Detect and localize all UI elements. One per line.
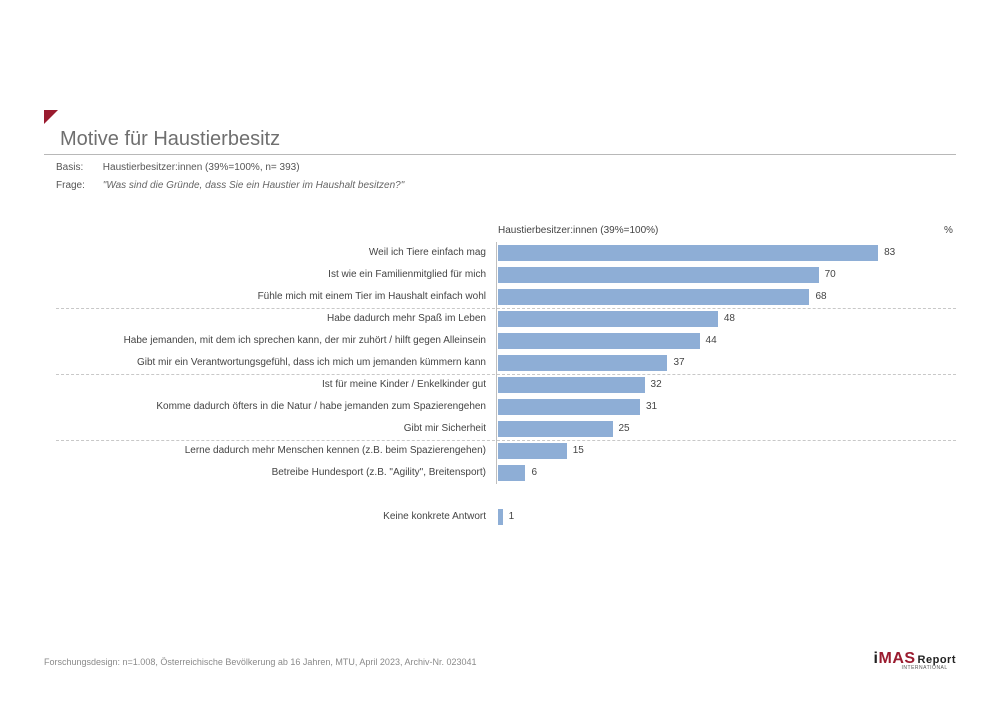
bar-zone xyxy=(498,333,956,349)
bar-zone xyxy=(498,289,956,305)
bar xyxy=(498,377,645,393)
title-rule xyxy=(44,154,956,155)
brand-logo: iMASReport INTERNATIONAL xyxy=(874,651,956,671)
bar-value: 31 xyxy=(646,396,657,418)
gap xyxy=(56,484,956,506)
bar-label: Betreibe Hundesport (z.B. "Agility", Bre… xyxy=(56,462,492,484)
bar xyxy=(498,245,878,261)
bar-label: Keine konkrete Antwort xyxy=(56,506,492,528)
bar-zone xyxy=(498,421,956,437)
bar-value: 15 xyxy=(573,440,584,462)
bar-label: Weil ich Tiere einfach mag xyxy=(56,242,492,264)
bar xyxy=(498,399,640,415)
basis-label: Basis: xyxy=(56,162,100,173)
bar-row: Weil ich Tiere einfach mag 83 xyxy=(56,242,956,264)
bar-value: 25 xyxy=(619,418,630,440)
footnote: Forschungsdesign: n=1.008, Österreichisc… xyxy=(44,657,477,667)
bar-row: Lerne dadurch mehr Menschen kennen (z.B.… xyxy=(56,440,956,462)
bar-value: 37 xyxy=(673,352,684,374)
basis-text: Haustierbesitzer:innen (39%=100%, n= 393… xyxy=(103,162,300,173)
bar xyxy=(498,509,503,525)
bar-value: 6 xyxy=(531,462,537,484)
bar-label: Habe dadurch mehr Spaß im Leben xyxy=(56,308,492,330)
bar-label: Komme dadurch öfters in die Natur / habe… xyxy=(56,396,492,418)
frage-label: Frage: xyxy=(56,180,100,191)
bar-row: Betreibe Hundesport (z.B. "Agility", Bre… xyxy=(56,462,956,484)
bar-row: Ist für meine Kinder / Enkelkinder gut 32 xyxy=(56,374,956,396)
bar-value: 83 xyxy=(884,242,895,264)
bar xyxy=(498,443,567,459)
bar-row: Habe dadurch mehr Spaß im Leben 48 xyxy=(56,308,956,330)
bar-zone xyxy=(498,443,956,459)
bar xyxy=(498,267,819,283)
bar xyxy=(498,289,809,305)
bar-label: Lerne dadurch mehr Menschen kennen (z.B.… xyxy=(56,440,492,462)
chart-percent-header: % xyxy=(944,225,953,236)
bar-zone xyxy=(498,355,956,371)
bar-zone xyxy=(498,509,956,525)
bar-zone xyxy=(498,465,956,481)
bar xyxy=(498,311,718,327)
bar-value: 68 xyxy=(815,286,826,308)
bar-value: 44 xyxy=(706,330,717,352)
chart-column-header: Haustierbesitzer:innen (39%=100%) xyxy=(498,225,658,236)
bar-label: Gibt mir Sicherheit xyxy=(56,418,492,440)
bar xyxy=(498,333,700,349)
bar-zone xyxy=(498,399,956,415)
bar-label: Ist für meine Kinder / Enkelkinder gut xyxy=(56,374,492,396)
bar-row: Ist wie ein Familienmitglied für mich 70 xyxy=(56,264,956,286)
bar-value: 70 xyxy=(825,264,836,286)
bar-value: 32 xyxy=(651,374,662,396)
corner-triangle-icon xyxy=(44,110,58,124)
frage-line: Frage: "Was sind die Gründe, dass Sie ei… xyxy=(56,180,404,191)
bar-row: Keine konkrete Antwort 1 xyxy=(56,506,956,528)
bar-value: 1 xyxy=(509,506,515,528)
frage-text: "Was sind die Gründe, dass Sie ein Haust… xyxy=(103,180,405,191)
bar-label: Fühle mich mit einem Tier im Haushalt ei… xyxy=(56,286,492,308)
bar xyxy=(498,355,667,371)
page-title: Motive für Haustierbesitz xyxy=(60,128,280,151)
bar-row: Komme dadurch öfters in die Natur / habe… xyxy=(56,396,956,418)
page: Motive für Haustierbesitz Basis: Haustie… xyxy=(0,0,1000,707)
bar-label: Habe jemanden, mit dem ich sprechen kann… xyxy=(56,330,492,352)
bar-zone xyxy=(498,377,956,393)
bar xyxy=(498,465,525,481)
basis-line: Basis: Haustierbesitzer:innen (39%=100%,… xyxy=(56,162,300,173)
bar-label: Ist wie ein Familienmitglied für mich xyxy=(56,264,492,286)
bar-row: Gibt mir Sicherheit 25 xyxy=(56,418,956,440)
bar-zone xyxy=(498,267,956,283)
bar xyxy=(498,421,613,437)
bar-row: Gibt mir ein Verantwortungsgefühl, dass … xyxy=(56,352,956,374)
bar-row: Fühle mich mit einem Tier im Haushalt ei… xyxy=(56,286,956,308)
bar-value: 48 xyxy=(724,308,735,330)
bar-chart: Weil ich Tiere einfach mag83Ist wie ein … xyxy=(56,242,956,528)
bar-label: Gibt mir ein Verantwortungsgefühl, dass … xyxy=(56,352,492,374)
bar-row: Habe jemanden, mit dem ich sprechen kann… xyxy=(56,330,956,352)
